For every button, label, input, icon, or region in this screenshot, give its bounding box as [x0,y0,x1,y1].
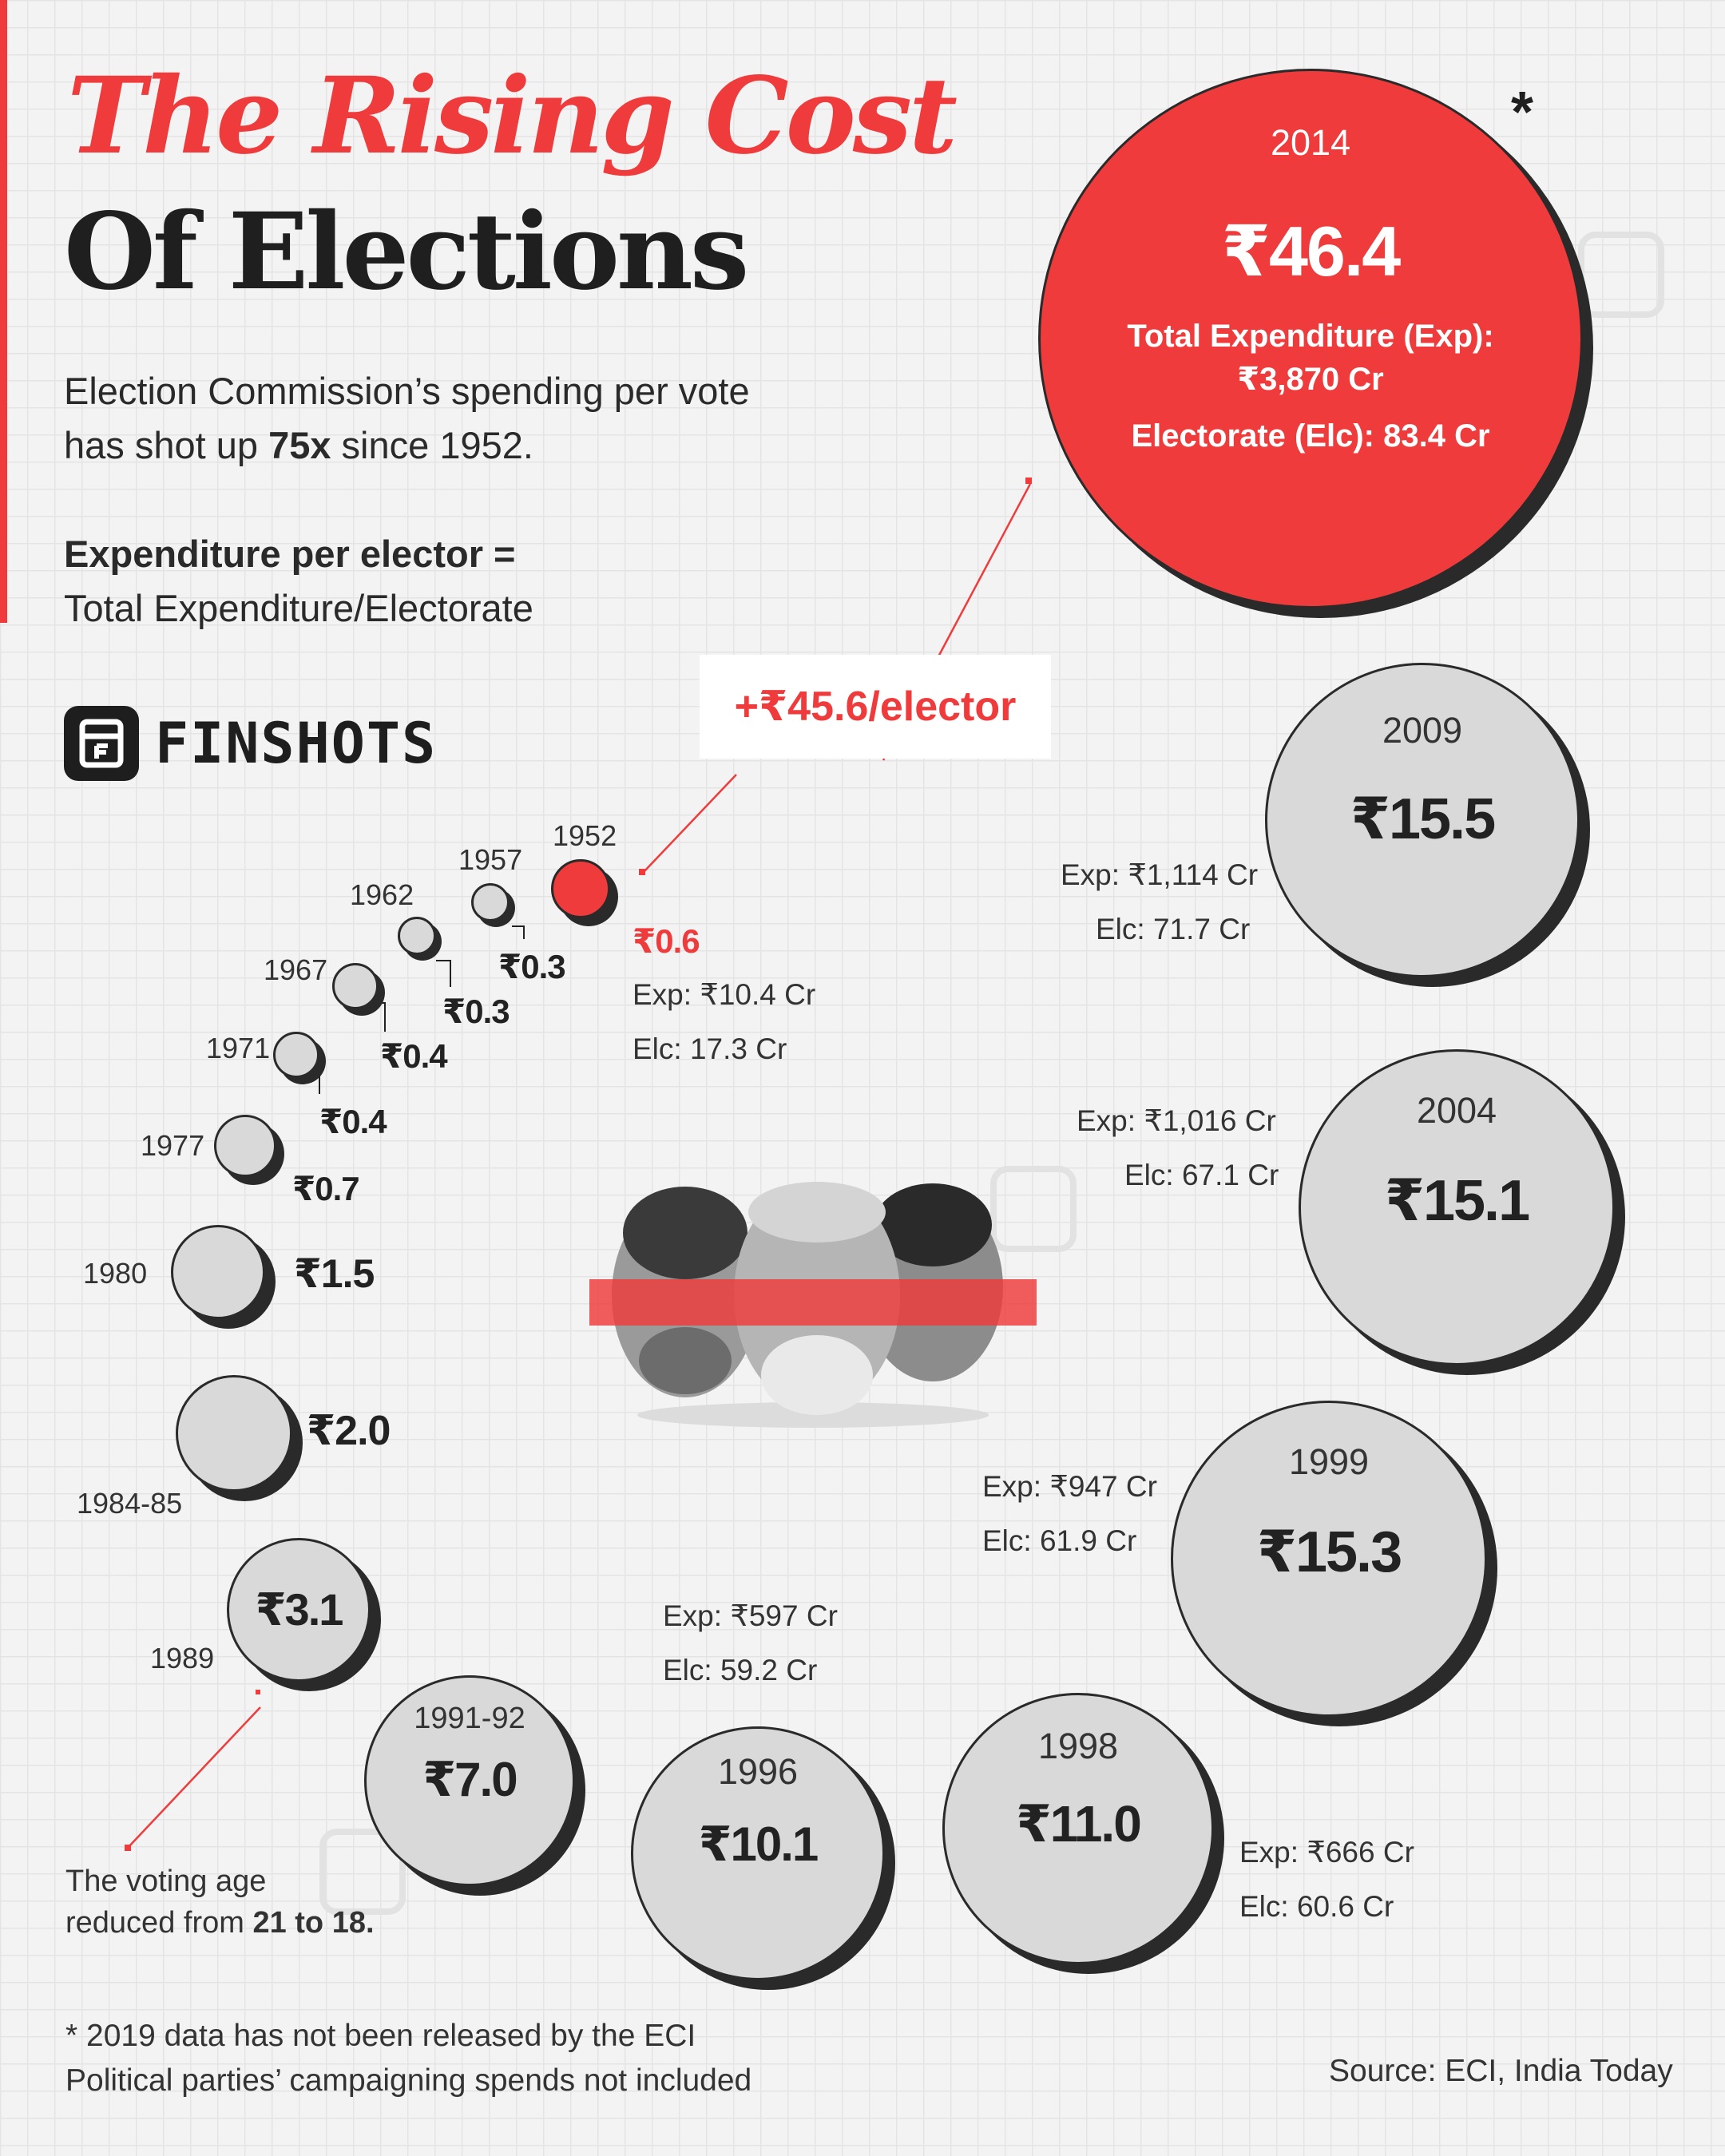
title-line1: The Rising Cost [67,54,958,178]
year-1980: 1980 [83,1257,148,1290]
coin-2004: 2004 ₹15.1 [1299,1049,1615,1365]
year-1952: 1952 [553,819,617,852]
formula: Expenditure per elector = Total Expendit… [64,527,533,636]
year-1984-85: 1984-85 [77,1487,183,1520]
coin-1957 [471,883,510,921]
asterisk: * [1511,81,1534,145]
voting-age-note: The voting age reduced from 21 to 18. [65,1861,375,1944]
brand: FINSHOTS [64,706,437,781]
detail-exp: Exp: ₹597 Cr [663,1599,838,1632]
detail-1999: Exp: ₹947 Cr Elc: 61.9 Cr [982,1460,1157,1568]
coin-year: 1991-92 [414,1702,525,1735]
coin-value: ₹7.0 [422,1753,518,1806]
watermark-logo-icon [319,1829,406,1915]
value-1957: ₹0.3 [498,948,566,985]
voting-note-line1: The voting age [65,1865,267,1898]
value-1980: ₹1.5 [294,1251,375,1296]
coin-1996: 1996 ₹10.1 [631,1726,885,1980]
finshots-logo-icon [64,706,139,781]
coin-value: ₹3.1 [255,1584,344,1635]
coin-year: 1999 [1288,1441,1370,1482]
coin-1971 [273,1032,319,1078]
coin-1952 [551,859,610,918]
value-1971: ₹0.4 [319,1103,387,1140]
detail-elc: Elc: 71.7 Cr [1096,913,1251,945]
year-1957: 1957 [458,843,523,876]
coin-1991-92: 1991-92 ₹7.0 [364,1675,575,1886]
subtitle-line1: Election Commission’s spending per vote [64,370,750,412]
coin-1989: ₹3.1 [227,1538,371,1682]
detail-1952: Exp: ₹10.4 Cr Elc: 17.3 Cr [632,968,815,1076]
coin-year: 2009 [1382,710,1463,751]
coin-2014: 2014 ₹46.4 Total Expenditure (Exp): ₹3,8… [1038,69,1583,608]
detail-elc: Elc: 67.1 Cr [1124,1159,1279,1191]
coin-1999: 1999 ₹15.3 [1171,1401,1487,1717]
source: Source: ECI, India Today [1329,2054,1673,2088]
year-1977: 1977 [141,1129,205,1162]
year-1962: 1962 [350,878,414,911]
brand-name: FINSHOTS [155,711,438,776]
coin-year: 2014 [1270,122,1351,163]
title-line2: Of Elections [64,190,749,314]
formula-bold: Expenditure per elector = [64,533,516,575]
value-1962: ₹0.3 [442,993,510,1030]
coin-1980 [171,1225,265,1319]
value-1984-85: ₹2.0 [307,1408,391,1454]
subtitle: Election Commission’s spending per vote … [64,364,750,473]
detail-elc: Elc: 59.2 Cr [663,1654,818,1686]
value-1952: ₹0.6 [632,922,700,960]
year-1967: 1967 [264,953,328,986]
detail-2004: Exp: ₹1,016 Cr Elc: 67.1 Cr [1077,1094,1279,1203]
coin-value: ₹15.5 [1350,787,1496,851]
watermark-logo-icon [990,1166,1077,1252]
detail-elc: Elc: 60.6 Cr [1239,1890,1394,1923]
coin-value: ₹10.1 [698,1817,819,1871]
value-1977: ₹0.7 [292,1170,360,1207]
coin-year: 1996 [717,1751,799,1792]
detail-elc: Elc: 17.3 Cr [632,1032,787,1065]
coin-exp-label: Total Expenditure (Exp): [1127,319,1494,354]
year-1971: 1971 [206,1032,271,1064]
detail-2009: Exp: ₹1,114 Cr Elc: 71.7 Cr [1061,848,1258,957]
value-1967: ₹0.4 [380,1037,448,1075]
politicians-photo [589,1182,1037,1428]
coin-value: ₹11.0 [1016,1795,1142,1853]
footnotes: * 2019 data has not been released by the… [65,2014,751,2103]
coin-value: ₹15.3 [1256,1520,1402,1584]
coin-value: ₹46.4 [1221,212,1402,291]
detail-exp: Exp: ₹947 Cr [982,1470,1157,1503]
coin-2009: 2009 ₹15.5 [1265,663,1580,977]
coin-1967 [332,963,379,1009]
subtitle-line2: has shot up 75x since 1952. [64,424,533,466]
detail-exp: Exp: ₹666 Cr [1239,1836,1414,1869]
coin-year: 2004 [1416,1090,1497,1131]
voting-note-line2: reduced from 21 to 18. [65,1906,375,1940]
year-1989: 1989 [150,1642,215,1674]
footnote-2: Political parties’ campaigning spends no… [65,2063,752,2098]
coin-1977 [214,1115,276,1177]
footnote-1: * 2019 data has not been released by the… [65,2019,696,2053]
coin-value: ₹15.1 [1384,1169,1530,1233]
detail-elc: Elc: 61.9 Cr [982,1524,1137,1557]
detail-1998: Exp: ₹666 Cr Elc: 60.6 Cr [1239,1825,1414,1934]
formula-normal: Total Expenditure/Electorate [64,587,533,629]
coin-1998: 1998 ₹11.0 [942,1693,1214,1964]
detail-exp: Exp: ₹1,114 Cr [1061,858,1259,891]
coin-1984-85 [176,1375,292,1492]
watermark-logo-icon [1578,232,1664,318]
detail-1996: Exp: ₹597 Cr Elc: 59.2 Cr [663,1589,838,1698]
detail-exp: Exp: ₹1,016 Cr [1077,1104,1276,1137]
callout-label: +₹45.6/elector [700,655,1051,759]
accent-bar [0,0,7,623]
coin-exp-value: ₹3,870 Cr [1237,362,1384,397]
coin-1962 [398,917,436,955]
coin-electorate: Electorate (Elc): 83.4 Cr [1131,418,1490,454]
detail-exp: Exp: ₹10.4 Cr [632,978,816,1011]
coin-year: 1998 [1037,1726,1119,1766]
